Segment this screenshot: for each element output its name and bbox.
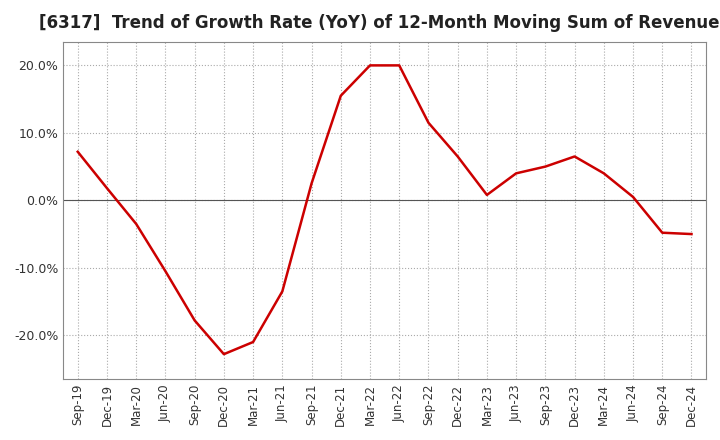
Title: [6317]  Trend of Growth Rate (YoY) of 12-Month Moving Sum of Revenues: [6317] Trend of Growth Rate (YoY) of 12-… (40, 14, 720, 32)
